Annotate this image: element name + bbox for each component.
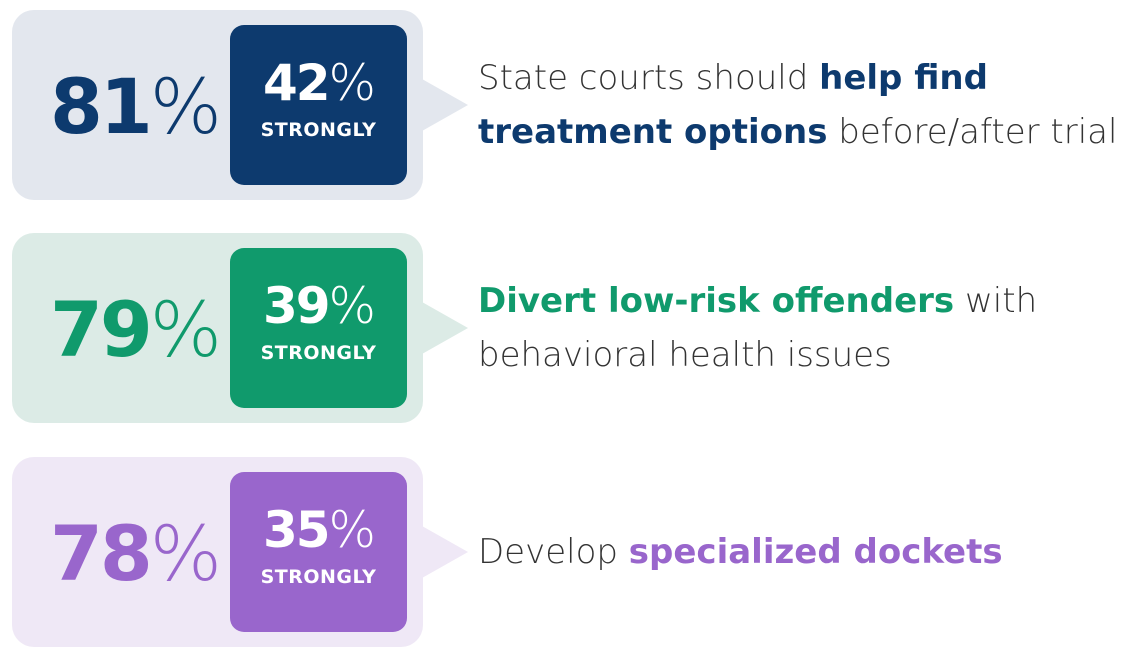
highlight: specialized dockets (628, 532, 1003, 572)
total-percent: 81% (50, 62, 222, 151)
strongly-percent: 35% (262, 501, 376, 559)
total-percent: 79% (50, 285, 222, 374)
card: 79% 39% STRONGLY (12, 233, 468, 423)
strongly-box: 39% STRONGLY (230, 248, 407, 408)
highlight: help find (819, 58, 988, 98)
highlight: Divert low-risk offenders (478, 281, 955, 321)
text: before/after trial (827, 112, 1118, 152)
description: Divert low-risk offenders with behavioral… (478, 274, 1037, 382)
strongly-box: 42% STRONGLY (230, 25, 407, 185)
description: State courts should help find treatment o… (478, 51, 1117, 159)
highlight: treatment options (478, 112, 828, 152)
text: Develop (478, 532, 629, 572)
description: Develop specialized dockets (478, 525, 1003, 579)
pointer (422, 302, 468, 354)
strongly-label: STRONGLY (260, 119, 377, 141)
description-line: Divert low-risk offenders with (478, 274, 1037, 328)
description-line: behavioral health issues (478, 328, 1037, 382)
strongly-box: 35% STRONGLY (230, 472, 407, 632)
strongly-percent: 42% (262, 54, 376, 112)
card: 81% 42% STRONGLY (12, 10, 468, 200)
pointer (422, 526, 468, 578)
text: with (954, 281, 1038, 321)
description-line: treatment options before/after trial (478, 105, 1117, 159)
text: State courts should (478, 58, 820, 98)
card: 78% 35% STRONGLY (12, 457, 468, 647)
strongly-label: STRONGLY (260, 342, 377, 364)
description-line: State courts should help find (478, 51, 1117, 105)
strongly-label: STRONGLY (260, 566, 377, 588)
strongly-percent: 39% (262, 277, 376, 335)
text: behavioral health issues (478, 335, 892, 375)
total-percent: 78% (50, 509, 222, 598)
pointer (422, 79, 468, 131)
description-line: Develop specialized dockets (478, 525, 1003, 579)
